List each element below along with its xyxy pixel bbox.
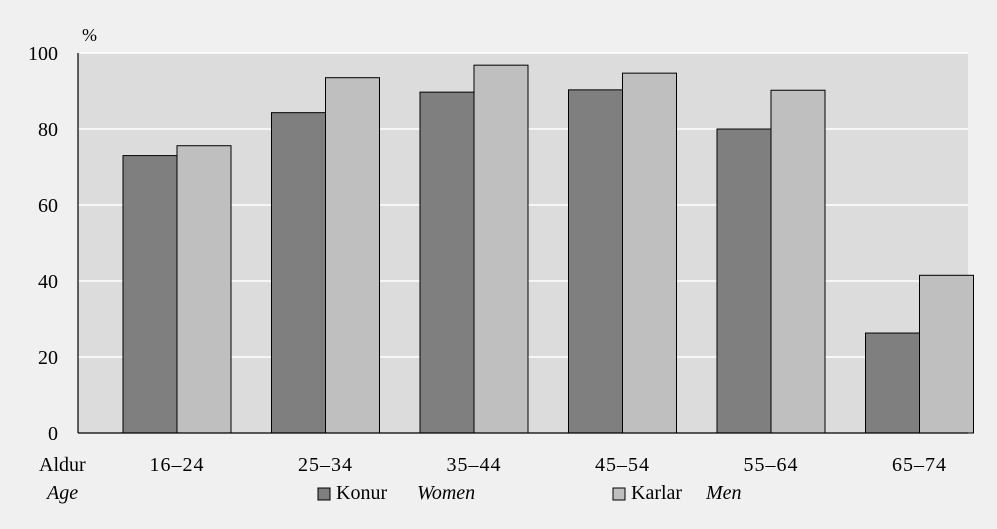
bar-women-2 [271,112,326,434]
x-category-label: 65–74 [892,454,947,476]
x-category-labels: 16–24 25–34 35–44 45–54 55–64 65–74 [150,454,947,476]
y-tick-label: 60 [38,195,58,217]
bar-women-1 [122,155,178,434]
y-tick-label: 80 [38,119,58,141]
legend-label-women-is: Konur [336,482,387,504]
x-axis-label-is: Aldur [39,454,86,476]
x-category-label: 55–64 [744,454,799,476]
x-category-label: 25–34 [298,454,353,476]
y-tick-label: 0 [48,423,58,445]
x-category-label: 35–44 [447,454,502,476]
legend-label-men-is: Karlar [631,482,682,504]
legend-label-women-en: Women [417,482,475,504]
x-category-label: 45–54 [595,454,650,476]
bar-women-4 [568,89,623,434]
legend-swatch-men [612,487,626,501]
legend: Konur Women Karlar Men [317,482,742,504]
bar-women-3 [419,91,475,434]
bars [122,64,974,434]
y-tick-labels: 0 20 40 60 80 100 [28,43,58,445]
bar-men-2 [325,77,380,434]
y-tick-label: 40 [38,271,58,293]
bar-men-6 [919,274,974,434]
bar-women-6 [865,332,920,434]
bar-women-5 [716,128,772,434]
y-tick-label: 20 [38,347,58,369]
x-axis-label-en: Age [45,482,78,504]
y-tick-label: 100 [28,43,58,65]
y-unit-label: % [82,25,97,45]
bar-men-5 [770,89,826,434]
bar-men-3 [473,64,529,434]
bar-men-4 [622,72,677,434]
bar-men-1 [176,145,232,434]
legend-label-men-en: Men [705,482,742,504]
x-category-label: 16–24 [150,454,205,476]
legend-swatch-women [317,487,331,501]
